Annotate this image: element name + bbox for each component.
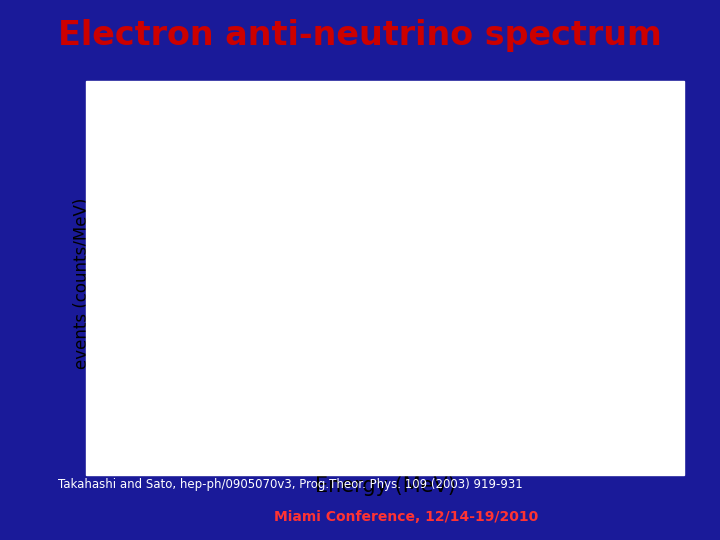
Text: inv-LMA-L: inv-LMA-L	[385, 139, 465, 158]
Text: nor-LMA-S: nor-LMA-S	[549, 240, 626, 255]
Text: no oscillation: no oscillation	[265, 344, 374, 362]
Text: Takahashi and Sato, hep-ph/0905070v3, Prog.Theor. Phys. 109 (2003) 919-931: Takahashi and Sato, hep-ph/0905070v3, Pr…	[58, 478, 522, 491]
Text: inv-LMA-S: inv-LMA-S	[549, 270, 624, 285]
Text: CC: CC	[287, 133, 320, 157]
Y-axis label: events (counts/MeV): events (counts/MeV)	[73, 198, 91, 369]
X-axis label: Energy (MeV): Energy (MeV)	[315, 476, 456, 496]
Text: nor-LMA-L: nor-LMA-L	[549, 210, 625, 225]
Text: $\mathregular{\bar{\nu}_e}$: $\mathregular{\bar{\nu}_e}$	[232, 133, 256, 160]
Text: Miami Conference, 12/14-19/2010: Miami Conference, 12/14-19/2010	[274, 510, 538, 524]
Text: Electron anti-neutrino spectrum: Electron anti-neutrino spectrum	[58, 19, 662, 52]
Text: SNO: SNO	[133, 133, 191, 159]
